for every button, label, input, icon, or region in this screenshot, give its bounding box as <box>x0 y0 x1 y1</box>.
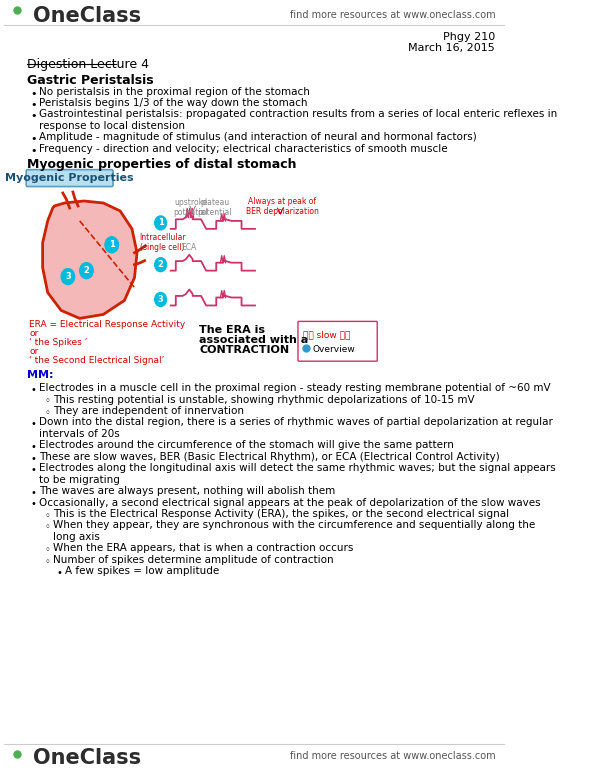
Text: OneClass: OneClass <box>33 748 142 768</box>
Text: ◦: ◦ <box>44 545 50 555</box>
Circle shape <box>80 263 93 279</box>
Text: •: • <box>31 488 37 498</box>
Text: 3: 3 <box>65 272 71 281</box>
Text: No peristalsis in the proximal region of the stomach: No peristalsis in the proximal region of… <box>39 86 310 96</box>
Text: Digestion Lecture 4: Digestion Lecture 4 <box>27 58 149 71</box>
Text: Phgy 210
March 16, 2015: Phgy 210 March 16, 2015 <box>408 32 495 53</box>
Text: Electrodes along the longitudinal axis will detect the same rhythmic waves; but : Electrodes along the longitudinal axis w… <box>39 464 556 474</box>
Text: Frequency - direction and velocity; electrical characteristics of smooth muscle: Frequency - direction and velocity; elec… <box>39 144 448 154</box>
Text: long axis: long axis <box>53 532 99 542</box>
Text: or: or <box>29 347 39 357</box>
Text: A few spikes = low amplitude: A few spikes = low amplitude <box>64 566 219 576</box>
Text: Amplitude - magnitude of stimulus (and interaction of neural and hormonal factor: Amplitude - magnitude of stimulus (and i… <box>39 132 477 142</box>
Text: •: • <box>31 385 37 395</box>
Text: Occasionally, a second electrical signal appears at the peak of depolarization o: Occasionally, a second electrical signal… <box>39 497 541 507</box>
Text: •: • <box>56 568 62 578</box>
Text: ◦: ◦ <box>44 557 50 567</box>
Text: This is the Electrical Response Activity (ERA), the spikes, or the second electr: This is the Electrical Response Activity… <box>53 509 509 519</box>
Text: •: • <box>31 134 37 144</box>
Text: Electrodes in a muscle cell in the proximal region - steady resting membrane pot: Electrodes in a muscle cell in the proxi… <box>39 383 551 393</box>
Text: plateau
potential: plateau potential <box>198 198 232 217</box>
Text: •: • <box>31 100 37 110</box>
Text: CONTRACTION: CONTRACTION <box>199 345 290 355</box>
Text: 2: 2 <box>83 266 89 275</box>
Text: •: • <box>31 420 37 430</box>
Text: Peristalsis begins 1/3 of the way down the stomach: Peristalsis begins 1/3 of the way down t… <box>39 98 308 108</box>
FancyBboxPatch shape <box>26 169 113 186</box>
Text: 3: 3 <box>158 295 164 304</box>
Circle shape <box>61 269 74 285</box>
Text: ◦: ◦ <box>44 511 50 521</box>
Text: upstroke
potential: upstroke potential <box>174 198 208 217</box>
Text: Always at peak of
BER depolarization: Always at peak of BER depolarization <box>246 197 318 216</box>
Text: OneClass: OneClass <box>33 6 142 26</box>
Text: This resting potential is unstable, showing rhythmic depolarizations of 10-15 mV: This resting potential is unstable, show… <box>53 394 474 404</box>
Circle shape <box>155 258 167 272</box>
Text: ‘ the Spikes ’: ‘ the Spikes ’ <box>29 338 87 347</box>
Text: •: • <box>31 454 37 464</box>
Text: Intracellular
(single cell): Intracellular (single cell) <box>139 233 186 253</box>
Text: They are independent of innervation: They are independent of innervation <box>53 406 244 416</box>
Text: Myogenic properties of distal stomach: Myogenic properties of distal stomach <box>27 158 297 171</box>
Text: find more resources at www.oneclass.com: find more resources at www.oneclass.com <box>290 10 495 20</box>
Text: When they appear, they are synchronous with the circumference and sequentially a: When they appear, they are synchronous w… <box>53 521 535 531</box>
Text: ECA: ECA <box>181 243 196 252</box>
Text: •: • <box>31 89 37 99</box>
Text: ◦: ◦ <box>44 408 50 418</box>
Circle shape <box>105 237 118 253</box>
Text: When the ERA appears, that is when a contraction occurs: When the ERA appears, that is when a con… <box>53 544 353 554</box>
Text: associated with a: associated with a <box>199 335 309 345</box>
Text: •: • <box>31 112 37 122</box>
Text: These are slow waves, BER (Basic Electrical Rhythm), or ECA (Electrical Control : These are slow waves, BER (Basic Electri… <box>39 452 500 462</box>
Text: Electrodes around the circumference of the stomach will give the same pattern: Electrodes around the circumference of t… <box>39 440 454 450</box>
Text: •: • <box>31 146 37 156</box>
Text: 1: 1 <box>109 240 115 249</box>
Text: Gastric Peristalsis: Gastric Peristalsis <box>27 74 154 87</box>
Text: ‘ the Second Electrical Signal’: ‘ the Second Electrical Signal’ <box>29 357 165 365</box>
Text: •: • <box>31 442 37 452</box>
Text: •: • <box>31 465 37 475</box>
Text: find more resources at www.oneclass.com: find more resources at www.oneclass.com <box>290 752 495 762</box>
Text: The ERA is: The ERA is <box>199 326 265 336</box>
Text: intervals of 20s: intervals of 20s <box>39 429 120 439</box>
Circle shape <box>155 293 167 306</box>
Text: ⏪⏪ slow ⏩⏩: ⏪⏪ slow ⏩⏩ <box>303 330 350 340</box>
Text: Gastrointestinal peristalsis: propagated contraction results from a series of lo: Gastrointestinal peristalsis: propagated… <box>39 109 558 119</box>
Text: Down into the distal region, there is a series of rhythmic waves of partial depo: Down into the distal region, there is a … <box>39 417 553 427</box>
Text: The waves are always present, nothing will abolish them: The waves are always present, nothing wi… <box>39 486 336 496</box>
Text: 1: 1 <box>158 219 164 227</box>
Text: Overview: Overview <box>312 345 355 354</box>
Text: to be migrating: to be migrating <box>39 474 120 484</box>
Text: or: or <box>29 330 39 338</box>
Text: ERA = Electrical Response Activity: ERA = Electrical Response Activity <box>29 320 186 330</box>
FancyBboxPatch shape <box>298 321 377 361</box>
Circle shape <box>155 216 167 230</box>
Text: ◦: ◦ <box>44 397 50 407</box>
Text: Number of spikes determine amplitude of contraction: Number of spikes determine amplitude of … <box>53 554 333 564</box>
Text: 2: 2 <box>158 260 164 269</box>
Polygon shape <box>43 201 137 319</box>
Text: response to local distension: response to local distension <box>39 121 185 131</box>
Text: Myogenic Properties: Myogenic Properties <box>5 173 134 183</box>
Text: ◦: ◦ <box>44 522 50 532</box>
Text: •: • <box>31 500 37 510</box>
Text: MM:: MM: <box>27 370 54 380</box>
